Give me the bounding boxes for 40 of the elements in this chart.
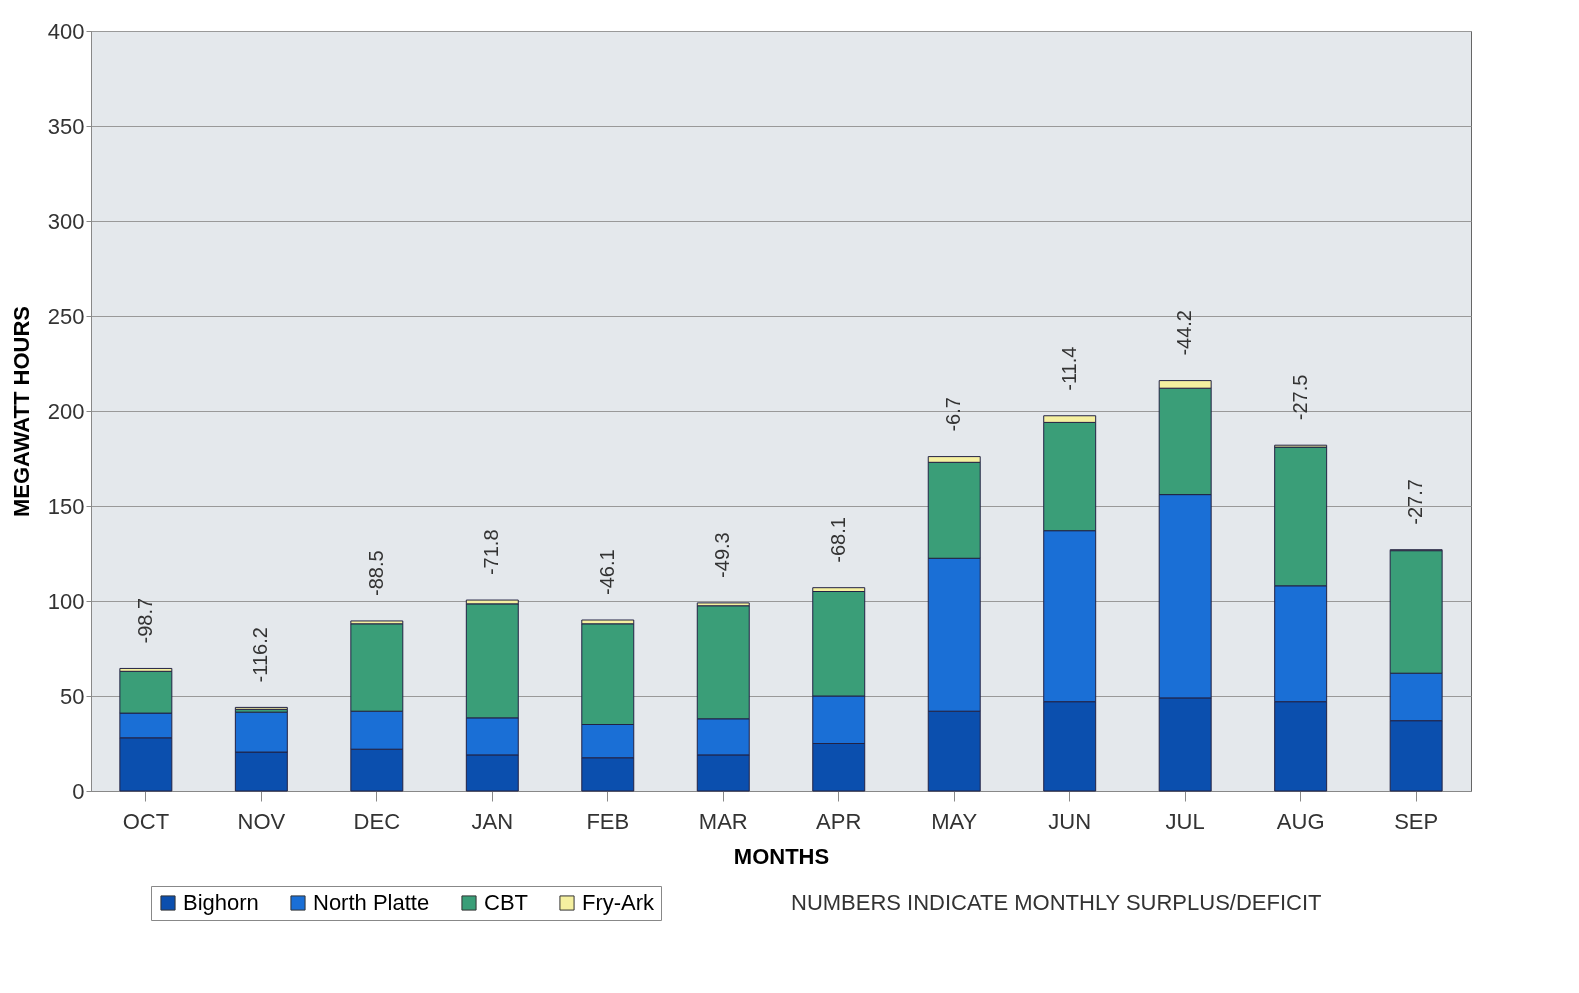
text: NUMBERS INDICATE MONTHLY SURPLUS/DEFICIT [791,890,1322,915]
annotation: -46.1 [595,549,618,595]
x-tick-label: FEB [586,808,630,834]
x-axis-title: MONTHS [733,843,830,869]
annotation: -88.5 [364,550,387,596]
x-tick-label: JUL [1165,808,1205,834]
x-tick-label: JAN [471,808,514,834]
annotation: -68.1 [826,517,849,563]
x-tick-label: SEP [1394,808,1439,834]
x-tick-label: DEC [353,808,401,834]
annotation: -116.2 [249,627,272,683]
y-tick-label: 50 [60,683,85,709]
y-tick-label: 400 [47,18,85,44]
y-tick-label: 100 [47,588,85,614]
y-tick-label: 0 [72,778,85,804]
x-tick-label: NOV [237,808,286,834]
y-axis-title: MEGAWATT HOURS [8,305,34,518]
y-tick-label: 300 [47,208,85,234]
annotation: -71.8 [480,529,503,576]
y-tick-label: 350 [47,113,85,139]
annotation: -49.3 [711,532,734,578]
legend-label: North Platte [313,890,430,915]
annotation: -6.7 [942,397,965,432]
x-tick-label: APR [816,808,862,834]
x-tick-label: MAR [698,808,748,834]
annotation: -44.2 [1173,310,1196,356]
y-tick-label: 200 [47,398,85,424]
x-tick-label: AUG [1276,808,1325,834]
annotation: -27.5 [1288,374,1311,421]
annotation: -98.7 [133,597,156,644]
legend-label: Bighorn [183,890,259,915]
annotation: -27.7 [1404,479,1427,525]
x-tick-label: MAY [931,808,978,834]
y-tick-label: 250 [47,303,85,329]
legend-label: Fry-Ark [582,890,656,915]
y-tick-label: 150 [47,493,85,519]
annotation: -11.4 [1057,346,1080,391]
x-tick-label: JUN [1048,808,1092,834]
legend-label: CBT [484,890,528,915]
x-tick-label: OCT [122,808,170,834]
